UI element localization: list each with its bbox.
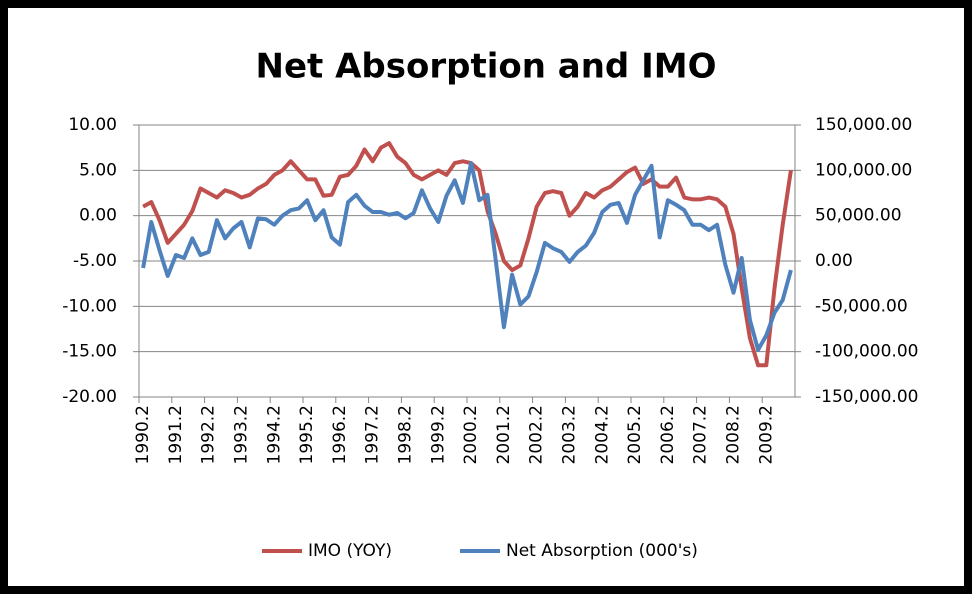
x-tick-label: 1991.2	[166, 405, 186, 464]
y2-tick-label: -50,000.00	[815, 296, 908, 316]
x-tick-label: 1998.2	[396, 405, 416, 464]
x-tick-label: 2008.2	[724, 405, 744, 464]
legend-label: Net Absorption (000's)	[506, 541, 698, 561]
series-line	[141, 161, 793, 352]
y-tick-label: -20.00	[62, 387, 117, 407]
x-tick-label: 2007.2	[691, 405, 711, 464]
y-tick-label: -5.00	[73, 251, 117, 271]
x-tick-label: 1990.2	[133, 405, 153, 464]
x-tick-label: 2000.2	[461, 405, 481, 464]
x-tick-label: 2009.2	[756, 405, 776, 464]
x-tick-label: 2002.2	[527, 405, 547, 464]
y2-tick-label: 150,000.00	[815, 115, 912, 135]
x-tick-label: 1993.2	[232, 405, 252, 464]
y2-tick-label: 0.00	[815, 251, 853, 271]
x-tick-label: 1995.2	[297, 405, 317, 464]
x-tick-label: 2003.2	[560, 405, 580, 464]
chart-title: Net Absorption and IMO	[256, 47, 717, 87]
y2-tick-label: -100,000.00	[815, 342, 918, 362]
y-tick-label: 0.00	[79, 206, 117, 226]
legend-label: IMO (YOY)	[308, 541, 392, 561]
x-tick-label: 2006.2	[658, 405, 678, 464]
y2-tick-label: -150,000.00	[815, 387, 918, 407]
x-tick-label: 1997.2	[363, 405, 383, 464]
x-tick-label: 1996.2	[330, 405, 350, 464]
x-tick-label: 2005.2	[625, 405, 645, 464]
x-tick-label: 1999.2	[428, 405, 448, 464]
y-tick-label: -15.00	[62, 342, 117, 362]
y2-tick-label: 50,000.00	[815, 206, 902, 226]
y-tick-label: 5.00	[79, 160, 117, 180]
x-tick-label: 1994.2	[264, 405, 284, 464]
x-tick-label: 1992.2	[199, 405, 219, 464]
y-tick-label: -10.00	[62, 296, 117, 316]
x-tick-label: 2001.2	[494, 405, 514, 464]
y-tick-label: 10.00	[68, 115, 117, 135]
series-line	[142, 141, 793, 368]
x-tick-label: 2004.2	[592, 405, 612, 464]
y2-tick-label: 100,000.00	[815, 160, 912, 180]
